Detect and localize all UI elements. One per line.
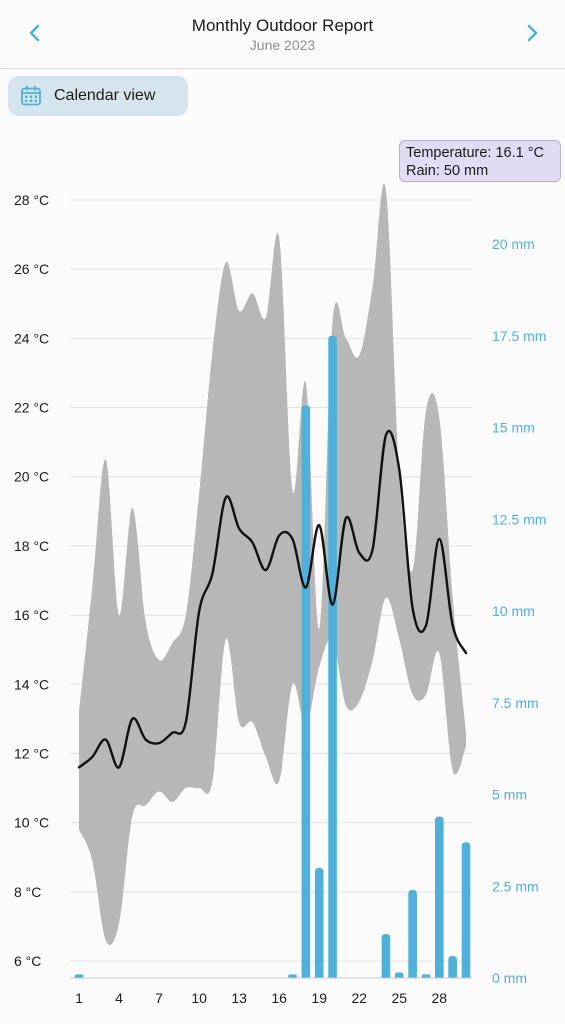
y-left-tick-label: 8 °C	[14, 884, 41, 900]
y-left-tick-label: 28 °C	[14, 192, 49, 208]
rain-bar[interactable]	[301, 405, 311, 979]
rain-bar[interactable]	[74, 974, 84, 978]
calendar-view-button[interactable]: Calendar view	[8, 76, 188, 116]
y-left-tick-label: 12 °C	[14, 745, 49, 761]
rain-bar[interactable]	[328, 335, 337, 978]
x-tick-label: 13	[231, 990, 247, 1006]
tooltip-rain: Rain: 50 mm	[406, 163, 489, 179]
chevron-left-icon	[29, 24, 40, 42]
chart-axes: 6 °C 8 °C 10 °C 12 °C 14 °C 16 °C 18 °C 20 °C 22…	[14, 192, 546, 1006]
y-right-tick-label: 20 mm	[492, 236, 535, 252]
rain-bars	[74, 335, 471, 979]
next-month-button[interactable]	[517, 18, 547, 48]
chevron-right-icon	[527, 24, 538, 42]
y-left-tick-label: 24 °C	[14, 330, 49, 346]
y-right-tick-label: 17.5 mm	[492, 328, 546, 344]
y-left-tick-label: 14 °C	[14, 676, 49, 692]
rain-bar[interactable]	[461, 842, 471, 978]
x-tick-label: 1	[75, 990, 83, 1006]
rain-bar[interactable]	[435, 816, 444, 978]
previous-month-button[interactable]	[20, 18, 50, 48]
y-right-tick-label: 2.5 mm	[492, 878, 539, 894]
rain-bar[interactable]	[408, 889, 417, 978]
tooltip-temperature: Temperature: 16.1 °C	[406, 145, 544, 161]
x-tick-label: 19	[311, 990, 327, 1006]
x-tick-label: 10	[191, 990, 207, 1006]
rain-bar[interactable]	[288, 974, 297, 978]
x-tick-label: 25	[391, 990, 407, 1006]
y-right-tick-label: 5 mm	[492, 787, 527, 803]
x-tick-label: 7	[155, 990, 163, 1006]
y-left-tick-label: 26 °C	[14, 261, 49, 277]
y-left-tick-label: 22 °C	[14, 400, 49, 416]
x-tick-label: 28	[432, 990, 448, 1006]
y-left-tick-label: 18 °C	[14, 538, 49, 554]
y-right-tick-label: 0 mm	[492, 970, 527, 986]
y-right-tick-label: 15 mm	[492, 420, 535, 436]
x-tick-label: 16	[271, 990, 287, 1006]
y-left-tick-label: 10 °C	[14, 815, 49, 831]
y-right-tick-label: 10 mm	[492, 603, 535, 619]
y-right-tick-label: 12.5 mm	[492, 511, 546, 527]
y-left-tick-label: 20 °C	[14, 469, 49, 485]
calendar-icon	[21, 85, 41, 106]
rain-bar[interactable]	[314, 867, 324, 978]
temperature-series-line	[77, 429, 468, 769]
temperature-line	[77, 429, 468, 769]
calendar-view-label: Calendar view	[54, 87, 156, 104]
y-left-tick-label: 16 °C	[14, 607, 49, 623]
chart-tooltip: Temperature: 16.1 °C Rain: 50 mm	[399, 140, 561, 182]
page-title: Monthly Outdoor Report	[191, 16, 374, 35]
app-header: Monthly Outdoor Report June 2023	[0, 0, 565, 69]
y-right-tick-label: 7.5 mm	[492, 695, 539, 711]
y-left-tick-label: 6 °C	[14, 953, 41, 969]
x-tick-label: 22	[351, 990, 367, 1006]
rain-bar[interactable]	[421, 974, 431, 978]
rain-bar[interactable]	[394, 972, 404, 978]
rain-bar[interactable]	[448, 955, 457, 978]
rain-bar[interactable]	[381, 933, 391, 978]
page-subtitle: June 2023	[249, 37, 316, 53]
x-tick-label: 4	[115, 990, 123, 1006]
temperature-range-band	[79, 183, 466, 945]
temperature-range-area	[79, 183, 466, 945]
